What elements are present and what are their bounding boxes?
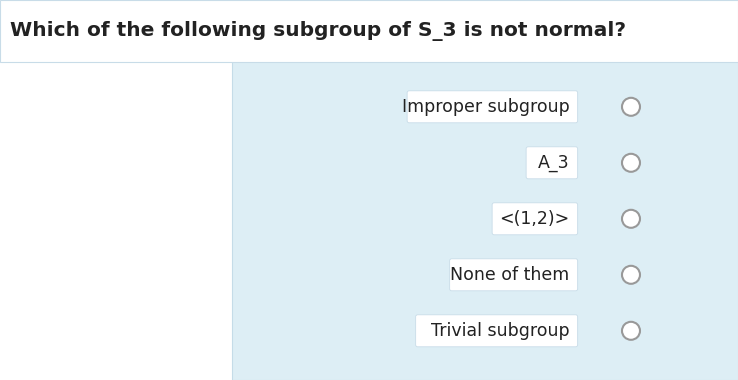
FancyBboxPatch shape bbox=[232, 0, 738, 380]
FancyBboxPatch shape bbox=[415, 315, 578, 347]
Circle shape bbox=[622, 322, 640, 340]
Circle shape bbox=[622, 266, 640, 284]
Text: Which of the following subgroup of S_3 is not normal?: Which of the following subgroup of S_3 i… bbox=[10, 21, 626, 41]
Circle shape bbox=[622, 210, 640, 228]
Text: A_3: A_3 bbox=[538, 154, 570, 172]
Circle shape bbox=[622, 98, 640, 116]
Text: <(1,2)>: <(1,2)> bbox=[500, 210, 570, 228]
FancyBboxPatch shape bbox=[449, 259, 578, 291]
Circle shape bbox=[622, 154, 640, 172]
FancyBboxPatch shape bbox=[0, 0, 738, 62]
Text: Improper subgroup: Improper subgroup bbox=[402, 98, 570, 116]
Text: Trivial subgroup: Trivial subgroup bbox=[431, 322, 570, 340]
Text: None of them: None of them bbox=[450, 266, 570, 284]
FancyBboxPatch shape bbox=[526, 147, 578, 179]
FancyBboxPatch shape bbox=[407, 91, 578, 123]
FancyBboxPatch shape bbox=[492, 203, 578, 235]
